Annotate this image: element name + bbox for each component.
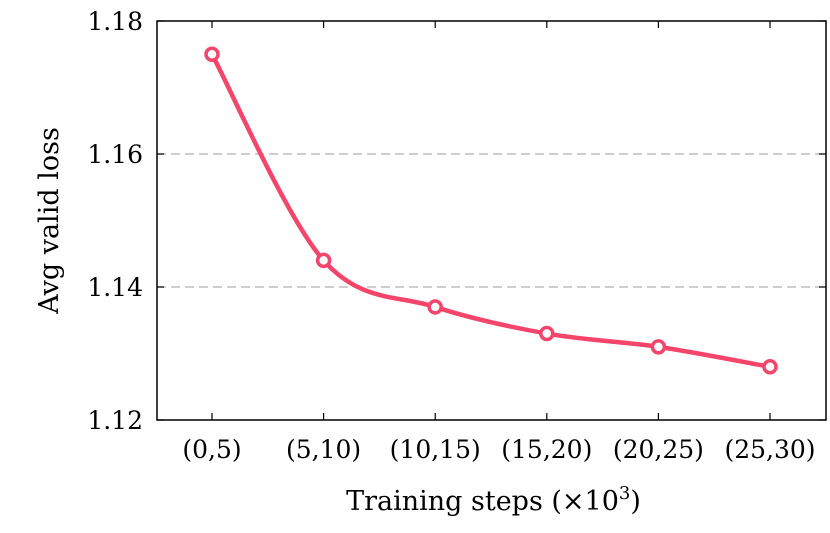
x-tick-label: (10,15) <box>390 435 481 464</box>
x-tick-label: (0,5) <box>182 435 241 464</box>
y-tick-label: 1.18 <box>87 7 143 36</box>
series-line <box>209 52 773 370</box>
x-tick-label: (15,20) <box>501 435 592 464</box>
plot-frame <box>156 20 827 421</box>
x-axis-title: Training steps (×103) <box>346 483 641 517</box>
data-point <box>539 325 555 342</box>
x-tick-label: (5,10) <box>286 435 361 464</box>
data-point <box>427 299 443 315</box>
x-tick-label: (20,25) <box>613 435 704 464</box>
y-axis: 1.12 1.14 1.16 1.18 <box>87 7 826 435</box>
x-tick-label: (25,30) <box>724 435 815 464</box>
data-point <box>204 46 220 62</box>
x-axis-title-exponent: 3 <box>619 483 630 504</box>
y-axis-title: Avg valid loss <box>34 127 65 315</box>
series-group <box>204 46 778 375</box>
y-tick-label: 1.12 <box>87 406 143 435</box>
x-axis-title-suffix: ) <box>630 486 641 517</box>
grid-lines <box>157 153 826 288</box>
data-point <box>650 339 667 355</box>
x-axis: (0,5) (5,10) (10,15) (15,20) (20,25) (25,30) <box>182 21 816 464</box>
y-tick-label: 1.16 <box>87 140 143 169</box>
y-tick-label: 1.14 <box>87 273 143 302</box>
x-axis-title-main: Training steps (×10 <box>346 486 619 517</box>
data-point <box>315 252 332 269</box>
data-point <box>762 359 778 375</box>
